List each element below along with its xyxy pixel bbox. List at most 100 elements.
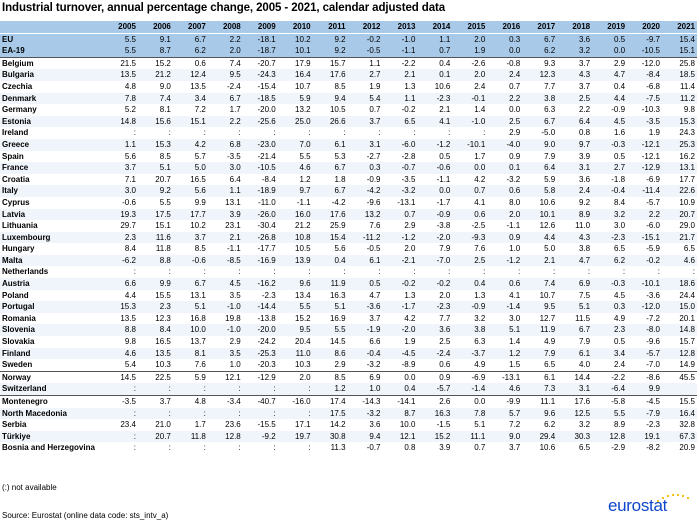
table-cell: 2.5 — [487, 115, 523, 128]
table-cell: : — [137, 407, 173, 420]
table-cell: 8.9 — [557, 208, 593, 221]
row-label: Ireland — [2, 128, 29, 138]
table-cell: 13.1 — [225, 197, 241, 207]
table-cell: 0.3 — [592, 301, 628, 313]
table-cell: : — [242, 407, 278, 420]
table-cell: : — [207, 407, 243, 420]
table-cell: -0.5 — [347, 45, 383, 58]
table-cell: 0.4 — [382, 383, 418, 396]
row-label: Estonia — [0, 115, 103, 128]
table-cell: -3.5 — [401, 174, 416, 184]
table-cell: : — [172, 383, 208, 396]
table-cell: 17.6 — [312, 208, 348, 221]
row-label: Romania — [2, 313, 36, 323]
table-cell: -6.9 — [646, 174, 660, 184]
table-cell: 9.7 — [277, 185, 313, 197]
table-cell: 7.2 — [509, 420, 521, 430]
table-cell: 5.5 — [159, 197, 171, 207]
table-cell: 9.6 — [522, 407, 558, 420]
table-row: Denmark 7.8 7.4 3.4 6.7 -18.5 5.9 9.4 5.4 1.1 -2.3… — [0, 92, 697, 105]
table-cell: 1.2 — [312, 383, 348, 396]
table-cell: 6.2 — [544, 420, 556, 430]
table-cell: 11.8 — [155, 244, 171, 254]
table-cell: -2.6 — [452, 56, 488, 70]
table-cell: 15.3 — [662, 115, 697, 128]
table-cell: : — [203, 443, 206, 453]
table-cell: 2.4 — [474, 81, 486, 91]
row-label: Cyprus — [2, 197, 30, 207]
table-cell: 1.1 — [103, 138, 138, 151]
table-cell: 4.9 — [544, 337, 556, 347]
row-label: Croatia — [2, 174, 30, 184]
table-cell: 3.0 — [509, 313, 521, 323]
table-cell: -8.0 — [627, 324, 662, 337]
table-cell: 10.3 — [155, 360, 171, 370]
table-cell: -10.5 — [627, 45, 662, 58]
table-cell: -9.7 — [627, 33, 662, 46]
table-cell: 6.5 — [544, 360, 556, 370]
table-cell: 0.4 — [613, 81, 626, 91]
footnote: (:) not available — [2, 483, 57, 492]
table-cell: 2.2 — [487, 92, 523, 105]
table-cell: 3.7 — [369, 313, 381, 323]
table-cell: 5.6 — [172, 185, 208, 197]
stars-icon — [656, 493, 690, 503]
table-cell: 9.0 — [159, 81, 171, 91]
table-cell: -18.1 — [242, 33, 278, 46]
table-cell: -12.1 — [641, 151, 660, 161]
table-cell: 0.0 — [382, 370, 418, 384]
table-cell: 7.8 — [452, 407, 488, 420]
table-row: Belgium 21.5 15.2 0.6 7.4 -20.7 17.9 15.7 1.1 -2.… — [0, 56, 697, 70]
table-row: Hungary 8.4 11.8 8.5 -1.1 -17.7 10.5 5.6 -0.5 2.0… — [0, 243, 697, 255]
table-cell: -25.6 — [242, 115, 278, 128]
table-cell: 17.1 — [295, 420, 311, 430]
table-cell: -4.0 — [487, 138, 523, 151]
table-cell: 16.9 — [329, 313, 346, 323]
eurostat-logo: eurostat — [608, 493, 694, 518]
table-cell: 20.7 — [137, 430, 173, 443]
table-cell: -1.5 — [436, 420, 451, 430]
table-cell: 2.5 — [452, 254, 488, 267]
table-cell: 4.0 — [579, 360, 591, 370]
table-cell: 0.9 — [509, 151, 521, 161]
table-cell: -0.6 — [417, 162, 453, 174]
table-cell: -1.1 — [382, 45, 418, 58]
table-cell: 3.7 — [137, 394, 173, 408]
table-cell: 8.7 — [137, 45, 173, 58]
year-header-2016: 2016 — [487, 21, 523, 34]
table-cell: : — [343, 267, 346, 277]
table-cell: -26.8 — [242, 231, 278, 244]
table-cell: : — [168, 267, 171, 277]
table-cell: 1.2 — [299, 174, 311, 184]
table-cell: 22.5 — [137, 370, 173, 384]
table-cell: 15.1 — [662, 45, 697, 58]
table-cell: -1.1 — [296, 197, 311, 207]
table-cell: 2.9 — [404, 221, 416, 231]
table-cell: 3.2 — [557, 45, 593, 58]
table-cell: -25.3 — [242, 347, 278, 360]
table-cell: 5.5 — [103, 33, 138, 46]
table-cell: 9.9 — [627, 383, 662, 396]
table-cell: 21.5 — [103, 56, 138, 70]
table-cell: -1.4 — [487, 301, 523, 313]
table-cell: 6.1 — [312, 138, 348, 151]
table-cell: 5.7 — [194, 151, 206, 161]
table-cell: 7.6 — [194, 360, 206, 370]
table-cell: 17.7 — [679, 174, 695, 184]
table-cell: -8.6 — [627, 370, 662, 384]
table-row: Poland 4.4 15.5 13.1 3.5 -2.3 13.4 16.3 4.7 1.3 2.… — [0, 290, 697, 302]
table-cell: 0.0 — [509, 105, 521, 115]
table-cell: -0.3 — [592, 138, 628, 151]
table-cell: 6.5 — [579, 443, 591, 453]
table-cell: -3.2 — [366, 360, 381, 370]
table-cell: 8.4 — [137, 324, 173, 337]
table-cell: 5.1 — [487, 324, 523, 337]
table-cell: 6.7 — [312, 162, 348, 174]
table-cell: 4.7 — [557, 254, 593, 267]
row-label: Latvia — [0, 208, 103, 221]
table-row: Greece 1.1 15.3 4.2 6.8 -23.0 7.0 6.1 3.1 -6.0 -1.… — [0, 138, 697, 151]
table-cell: : — [378, 128, 381, 138]
table-cell: 5.6 — [334, 244, 346, 254]
table-cell: 7.9 — [439, 244, 451, 254]
table-cell: -0.2 — [401, 105, 416, 115]
